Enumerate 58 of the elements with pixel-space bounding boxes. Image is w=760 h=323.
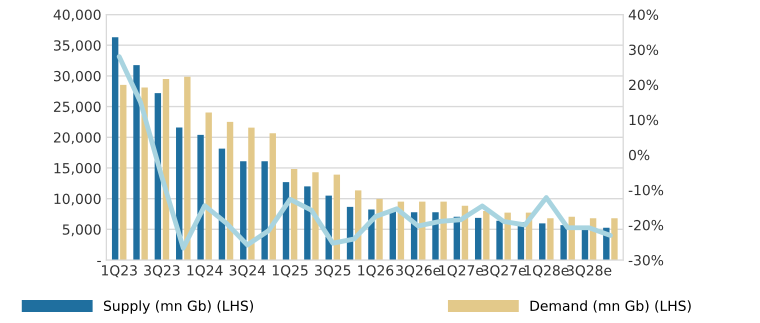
y-tick-label: 25,000 <box>54 102 101 114</box>
y-tick-label: 10,000 <box>54 194 101 206</box>
bar <box>261 161 268 260</box>
y2-tick-label: 10% <box>630 114 658 126</box>
bar <box>226 122 234 260</box>
bar <box>560 225 567 260</box>
bar <box>346 206 354 260</box>
bar <box>390 210 396 260</box>
bar <box>483 211 490 260</box>
bar <box>120 84 126 260</box>
x-tick-label: 1Q28e <box>524 265 569 278</box>
bar <box>304 186 311 260</box>
x-tick-label: 1Q24 <box>187 265 223 278</box>
x-tick-label: 1Q26 <box>358 265 394 278</box>
bar <box>611 218 618 260</box>
bar <box>440 202 447 260</box>
bar <box>218 148 226 260</box>
x-tick-label: 1Q23 <box>102 265 137 278</box>
legend-label: Supply (mn Gb) (LHS) <box>104 300 253 314</box>
x-tick-label: 1Q27e <box>439 265 484 278</box>
y-tick-label: 40,000 <box>54 10 101 22</box>
x-tick-label: 3Q24 <box>230 265 266 278</box>
y-tick-label: - <box>97 260 101 262</box>
x-tick-label: 3Q26e <box>396 265 440 278</box>
y2-tick-label: 30% <box>629 44 658 56</box>
line-series <box>116 54 613 251</box>
legend-label: Demand (mn Gb) (LHS) <box>530 300 691 313</box>
y-tick-label: 20,000 <box>54 132 101 144</box>
y2-tick-label: 20% <box>629 80 658 90</box>
bar <box>547 218 554 260</box>
y2-tick-label: -20% <box>628 220 664 230</box>
y2-tick-label: 40% <box>628 10 658 20</box>
bar <box>205 112 212 260</box>
bar <box>496 220 503 260</box>
y-tick-label: 15,000 <box>54 162 101 175</box>
x-tick-label: 3Q28e <box>567 265 612 278</box>
bar <box>197 134 204 260</box>
bar <box>419 202 426 260</box>
x-tick-label: 3Q25 <box>315 265 350 278</box>
y2-tick-label: -30% <box>628 254 664 266</box>
bar <box>248 128 255 260</box>
bar <box>539 223 546 260</box>
bar <box>240 161 246 260</box>
bar <box>474 218 482 260</box>
y2-tick-label: 0% <box>628 150 650 160</box>
bar <box>184 76 191 260</box>
y2-tick-label: -10% <box>628 184 664 196</box>
y-tick-label: 5,000 <box>62 224 101 236</box>
bar <box>334 174 340 260</box>
bar <box>290 169 298 260</box>
bar <box>568 216 575 260</box>
x-tick-label: 1Q25 <box>272 265 308 278</box>
x-tick-label: 3Q23 <box>144 265 180 278</box>
bar <box>112 37 118 260</box>
y-tick-label: 35,000 <box>54 40 101 52</box>
y-tick-label: 30,000 <box>54 70 101 83</box>
x-tick-label: 3Q27e <box>482 265 526 278</box>
bar <box>270 133 276 260</box>
